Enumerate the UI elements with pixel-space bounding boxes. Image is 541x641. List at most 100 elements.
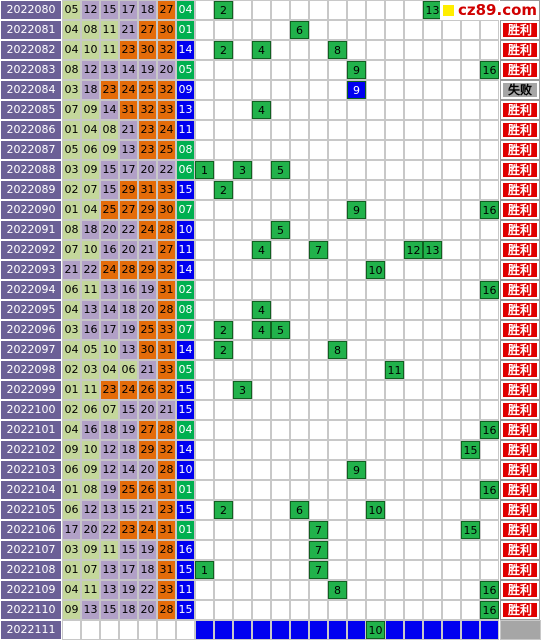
red-ball: 15 [100,0,119,20]
red-ball: 17 [119,0,138,20]
blue-ball: 15 [176,180,195,200]
grid-cell [366,340,385,360]
red-ball: 25 [138,320,157,340]
grid-cell [271,400,290,420]
grid-cell [442,260,461,280]
period: 2022098 [0,360,62,380]
grid-cell [423,280,442,300]
mark: 3 [233,381,252,399]
grid-cell [328,300,347,320]
grid-cell [404,600,423,620]
grid-cell [214,60,233,80]
grid-cell [480,460,499,480]
grid-cell [271,280,290,300]
grid-cell [233,400,252,420]
grid-cell [252,380,271,400]
result: 胜利 [500,420,540,440]
red-ball: 24 [157,120,176,140]
grid-cell [442,500,461,520]
grid-cell [366,120,385,140]
red-ball: 31 [138,180,157,200]
grid-cell [385,420,404,440]
mark: 16 [480,61,499,79]
grid-cell [290,600,309,620]
grid-cell [480,300,499,320]
red-ball: 21 [119,20,138,40]
red-ball: 23 [119,520,138,540]
grid-cell [480,140,499,160]
period: 2022100 [0,400,62,420]
grid-cell [214,160,233,180]
blue-ball: 05 [176,60,195,80]
red-ball: 32 [138,100,157,120]
red-ball: 19 [119,320,138,340]
grid-cell [347,560,366,580]
red-ball: 20 [100,220,119,240]
grid-cell [404,220,423,240]
grid-cell [385,480,404,500]
mark: 2 [214,321,233,339]
red-ball: 13 [81,600,100,620]
grid-cell [404,300,423,320]
red-ball: 01 [62,560,81,580]
period: 2022105 [0,500,62,520]
grid-cell [328,420,347,440]
site-logo[interactable]: cz89.com [440,1,539,20]
red-ball: 26 [138,480,157,500]
grid-cell [366,520,385,540]
red-ball: 33 [157,180,176,200]
grid-cell [423,420,442,440]
result: 胜利 [500,140,540,160]
grid-cell [233,60,252,80]
grid-cell [461,200,480,220]
red-ball: 23 [100,80,119,100]
red-ball: 29 [138,440,157,460]
grid-cell [252,280,271,300]
grid-cell [480,320,499,340]
grid-cell [442,420,461,440]
mark: 10 [366,621,385,639]
grid-cell [404,580,423,600]
grid-cell [233,0,252,20]
grid-cell [214,200,233,220]
mark: 16 [480,601,499,619]
grid-cell [252,20,271,40]
grid-cell [442,80,461,100]
grid-cell [404,480,423,500]
red-ball: 30 [138,340,157,360]
red-ball: 21 [138,240,157,260]
red-ball [157,620,176,640]
period: 2022093 [0,260,62,280]
red-ball: 11 [81,280,100,300]
grid-cell [347,20,366,40]
grid-cell [385,320,404,340]
grid-cell [195,80,214,100]
grid-cell [442,60,461,80]
red-ball: 15 [119,500,138,520]
grid-cell [461,620,480,640]
blue-ball: 09 [176,80,195,100]
grid-cell [404,280,423,300]
grid-cell [366,0,385,20]
red-ball: 05 [81,340,100,360]
grid-cell [309,140,328,160]
red-ball: 18 [138,0,157,20]
grid-cell [442,580,461,600]
red-ball: 05 [62,0,81,20]
grid-cell [195,520,214,540]
red-ball: 03 [62,160,81,180]
period: 2022087 [0,140,62,160]
grid-cell [404,80,423,100]
grid-cell [233,260,252,280]
grid-cell [271,340,290,360]
grid-cell [347,520,366,540]
red-ball: 06 [119,360,138,380]
mark: 5 [271,221,290,239]
grid-cell [271,540,290,560]
grid-cell [309,620,328,640]
grid-cell [461,480,480,500]
red-ball: 20 [157,60,176,80]
grid-cell [366,300,385,320]
mark: 9 [347,81,366,99]
red-ball: 23 [157,500,176,520]
